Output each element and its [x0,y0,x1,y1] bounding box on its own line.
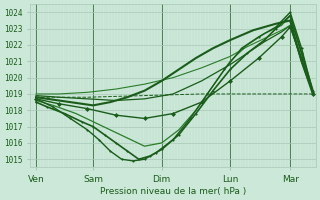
X-axis label: Pression niveau de la mer( hPa ): Pression niveau de la mer( hPa ) [100,187,246,196]
